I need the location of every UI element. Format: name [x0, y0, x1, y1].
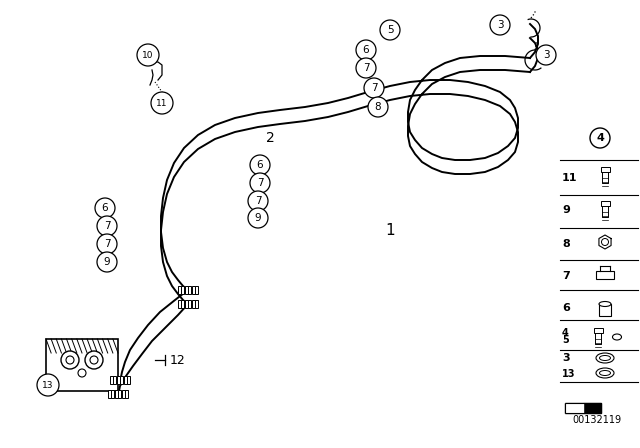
- Bar: [195, 286, 198, 294]
- Bar: [191, 300, 195, 308]
- Ellipse shape: [596, 353, 614, 363]
- Bar: [565, 403, 601, 413]
- Bar: [120, 376, 123, 384]
- Circle shape: [90, 356, 98, 364]
- Text: 13: 13: [42, 380, 54, 389]
- Text: 7: 7: [104, 239, 110, 249]
- Circle shape: [250, 155, 270, 175]
- Text: 13: 13: [562, 369, 575, 379]
- Bar: [111, 390, 114, 398]
- Bar: [565, 403, 601, 413]
- Text: 11: 11: [562, 173, 577, 183]
- Bar: [108, 390, 111, 398]
- Circle shape: [368, 97, 388, 117]
- Text: 6: 6: [363, 45, 369, 55]
- Bar: [195, 300, 198, 308]
- Ellipse shape: [612, 334, 621, 340]
- Circle shape: [97, 234, 117, 254]
- Text: 4: 4: [596, 133, 604, 143]
- Ellipse shape: [600, 370, 611, 375]
- Circle shape: [97, 216, 117, 236]
- Bar: [125, 390, 128, 398]
- Bar: [177, 286, 180, 294]
- Bar: [122, 390, 125, 398]
- Bar: [601, 167, 610, 172]
- Text: 00132119: 00132119: [572, 415, 621, 425]
- Text: 6: 6: [562, 303, 570, 313]
- Text: 2: 2: [266, 131, 275, 145]
- Ellipse shape: [596, 368, 614, 378]
- Bar: [116, 376, 120, 384]
- Circle shape: [490, 15, 510, 35]
- Text: 3: 3: [562, 353, 570, 363]
- Bar: [601, 201, 610, 206]
- Circle shape: [248, 208, 268, 228]
- Text: 3: 3: [543, 50, 549, 60]
- Ellipse shape: [599, 302, 611, 306]
- Bar: [124, 376, 127, 384]
- Text: 1: 1: [385, 223, 395, 237]
- Bar: [599, 304, 611, 316]
- Bar: [594, 328, 603, 333]
- Text: 5: 5: [387, 25, 394, 35]
- Bar: [46, 339, 118, 391]
- Circle shape: [78, 369, 86, 377]
- Text: 7: 7: [104, 221, 110, 231]
- Text: 7: 7: [562, 271, 570, 281]
- Circle shape: [37, 374, 59, 396]
- Circle shape: [536, 45, 556, 65]
- Bar: [115, 390, 118, 398]
- Bar: [184, 300, 188, 308]
- Ellipse shape: [600, 356, 611, 361]
- Bar: [184, 286, 188, 294]
- Circle shape: [97, 252, 117, 272]
- Bar: [127, 376, 130, 384]
- Circle shape: [137, 44, 159, 66]
- Circle shape: [95, 198, 115, 218]
- Bar: [113, 376, 116, 384]
- Text: 8: 8: [374, 102, 381, 112]
- Circle shape: [61, 351, 79, 369]
- Circle shape: [356, 58, 376, 78]
- Text: 10: 10: [142, 51, 154, 60]
- Circle shape: [380, 20, 400, 40]
- Text: 12: 12: [170, 353, 186, 366]
- Text: 6: 6: [257, 160, 263, 170]
- Circle shape: [85, 351, 103, 369]
- Text: 9: 9: [104, 257, 110, 267]
- Text: 9: 9: [562, 205, 570, 215]
- Text: 11: 11: [156, 99, 168, 108]
- Text: 7: 7: [257, 178, 263, 188]
- Bar: [188, 286, 191, 294]
- Text: 5: 5: [562, 335, 569, 345]
- Circle shape: [250, 173, 270, 193]
- Circle shape: [66, 356, 74, 364]
- Text: 9: 9: [255, 213, 261, 223]
- Bar: [596, 271, 614, 279]
- Bar: [188, 300, 191, 308]
- Bar: [181, 286, 184, 294]
- Text: 7: 7: [371, 83, 378, 93]
- Text: 4: 4: [562, 328, 569, 338]
- Text: 3: 3: [497, 20, 503, 30]
- Bar: [177, 300, 180, 308]
- Text: 7: 7: [363, 63, 369, 73]
- Text: 8: 8: [562, 239, 570, 249]
- Circle shape: [151, 92, 173, 114]
- Bar: [118, 390, 121, 398]
- Bar: [565, 403, 583, 413]
- Bar: [109, 376, 113, 384]
- Circle shape: [364, 78, 384, 98]
- Circle shape: [248, 191, 268, 211]
- Bar: [191, 286, 195, 294]
- Bar: [181, 300, 184, 308]
- Circle shape: [356, 40, 376, 60]
- Text: 7: 7: [255, 196, 261, 206]
- Text: 6: 6: [102, 203, 108, 213]
- Circle shape: [590, 128, 610, 148]
- Circle shape: [602, 238, 609, 246]
